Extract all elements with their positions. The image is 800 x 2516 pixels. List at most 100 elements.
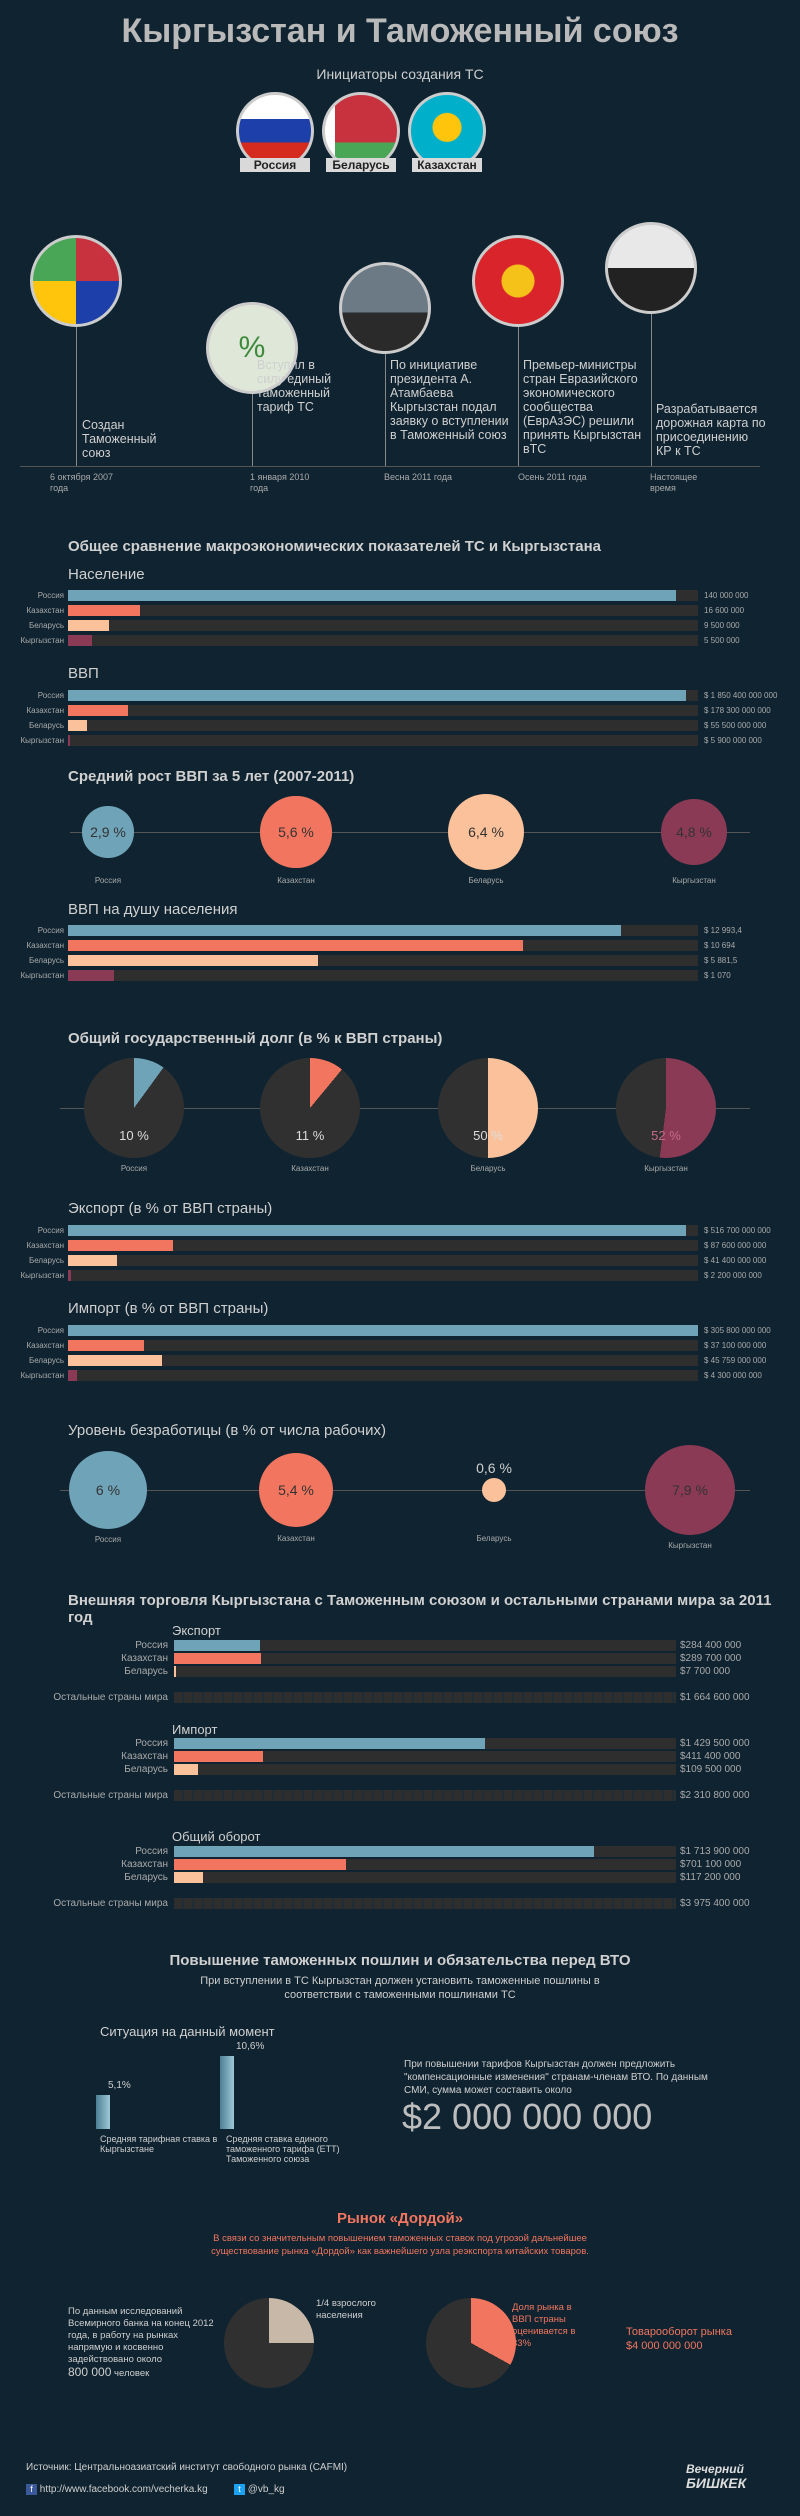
bubble-value: 0,6 % [476,1459,512,1476]
row-label: Казахстан [121,1751,168,1762]
bubble-label: Кыргызстан [668,1541,712,1550]
section-title: Экспорт (в % от ВВП страны) [68,1200,273,1217]
value-label: $1 713 900 000 [680,1846,750,1857]
bar-track [68,635,698,646]
pie [616,1058,716,1158]
bar-track [68,1225,698,1236]
adult-population-pie [224,2298,314,2388]
value-label: $1 664 600 000 [680,1692,750,1703]
bar-track [68,1370,698,1381]
value-label: $ 37 100 000 000 [704,1341,767,1350]
bubble: 2,9 % [82,806,134,858]
section-title: ВВП на душу населения [68,901,238,918]
bar [174,1846,595,1857]
situation-title: Ситуация на данный момент [100,2024,275,2039]
section-title: ВВП [68,665,99,682]
pie-label: Беларусь [470,1164,506,1173]
row-label: Казахстан [121,1859,168,1870]
row-label: Беларусь [29,1356,64,1365]
value-label: $ 2 200 000 000 [704,1271,762,1280]
bar [174,1738,485,1749]
road-image [605,222,697,314]
flag-russia: Россия [236,92,314,172]
row-label: Беларусь [29,621,64,630]
row-label: Беларусь [29,721,64,730]
bar-track [68,970,698,981]
value-label: $ 1 070 [704,971,731,980]
value-label: $3 975 400 000 [680,1898,750,1909]
bar-track [68,1240,698,1251]
value-label: $ 516 700 000 000 [704,1226,771,1235]
bar-track [68,940,698,951]
bar-track [68,605,698,616]
timeline-axis [20,466,760,467]
bar [174,1764,198,1775]
compensation-text: При повышении тарифов Кыргызстан должен … [404,2059,708,2096]
bar [68,620,110,631]
row-label: Остальные страны мира [53,1790,168,1801]
bubble-label: Кыргызстан [672,876,716,885]
kyrgyz-flag-image [472,235,564,327]
pie1-label: 1/4 взрослого населения [316,2298,376,2321]
bar-track [174,1872,676,1883]
president-photo [339,262,431,354]
wb-number: 800 000 [68,2365,112,2379]
bar [68,735,70,746]
trade-section-title: Экспорт [172,1623,221,1638]
bar-track [68,735,698,746]
pie [84,1058,184,1158]
timeline-date: Весна 2011 года [384,472,452,482]
bar-dashed [174,1790,676,1801]
value-label: $ 87 600 000 000 [704,1241,767,1250]
initiators-title: Инициаторы создания ТС [316,66,484,82]
twitter-link[interactable]: t @vb_kg [234,2484,285,2495]
value-label: $ 4 300 000 000 [704,1371,762,1380]
bar-track [174,1751,676,1762]
row-label: Россия [135,1640,168,1651]
timeline-item [472,235,564,327]
flag-label: Россия [240,158,310,172]
gdp-growth-title: Средний рост ВВП за 5 лет (2007-2011) [68,768,355,785]
bar [68,720,87,731]
pie-axis [60,1108,750,1109]
bar [68,590,677,601]
value-label: $ 12 993,4 [704,926,742,935]
bar-track [68,925,698,936]
bubble: 6 % [68,1450,148,1530]
pie2-label: Доля рынка в ВВП страны оценивается в 33… [512,2302,576,2349]
timeline-stem [518,327,519,466]
tariff-low-value: 5,1% [108,2080,131,2091]
duties-subtitle: При вступлении в ТС Кыргызстан должен ус… [200,1975,600,2001]
bar [68,1340,145,1351]
row-label: Казахстан [121,1653,168,1664]
bar [68,1225,686,1236]
bubble-axis [70,832,750,833]
row-label: Беларусь [124,1764,168,1775]
row-label: Казахстан [26,941,65,950]
row-label: Беларусь [29,956,64,965]
tariff-low-bar [96,2095,110,2129]
bubble-label: Россия [94,1535,122,1545]
bar-dashed [174,1692,676,1703]
tariff-high-value: 10,6% [236,2041,265,2052]
row-label: Кыргызстан [20,971,64,980]
source-text: Источник: Центральноазиатский институт с… [26,2462,348,2473]
value-label: $117 200 000 [680,1872,741,1883]
bar [174,1872,203,1883]
bar [68,925,622,936]
value-label: 5 500 000 [704,636,740,645]
bar [174,1640,260,1651]
row-label: Беларусь [124,1872,168,1883]
bubble [481,1477,507,1503]
bubble-label: Беларусь [468,876,504,885]
timeline-item [30,235,122,327]
flag-label: Беларусь [326,158,396,172]
bubble-label: Беларусь [476,1534,512,1543]
row-label: Кыргызстан [20,736,64,745]
value-label: $701 100 000 [680,1859,742,1870]
facebook-link[interactable]: f http://www.facebook.com/vecherka.kg [26,2484,208,2495]
bar-track [174,1738,676,1749]
row-label: Казахстан [26,1341,65,1350]
flag-kazakhstan: Казахстан [408,92,486,172]
timeline-item: % [206,302,298,394]
